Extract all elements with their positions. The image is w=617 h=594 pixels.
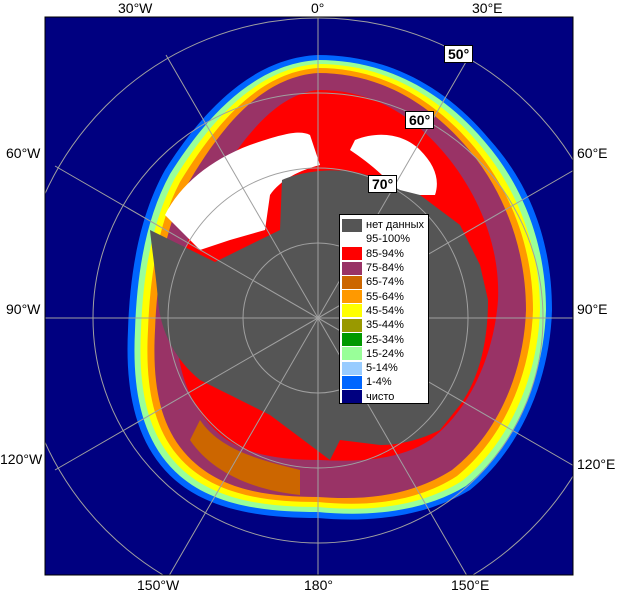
lon-label-120w: 120°W <box>0 451 43 467</box>
lat-label-50: 50° <box>444 45 474 63</box>
legend-swatch <box>342 390 362 404</box>
legend-item: 65-74% <box>342 275 426 289</box>
lon-label-90w: 90°W <box>6 301 41 317</box>
legend-item: 95-100% <box>342 232 426 246</box>
legend-label: 65-74% <box>366 276 404 289</box>
legend-item: нет данных <box>342 218 426 232</box>
legend-item: 1-4% <box>342 375 426 389</box>
lon-label-60w: 60°W <box>6 145 41 161</box>
legend-swatch <box>342 333 362 347</box>
legend-swatch <box>342 347 362 361</box>
lon-label-180: 180° <box>304 577 333 593</box>
legend-item: 15-24% <box>342 347 426 361</box>
legend-item: чисто <box>342 390 426 404</box>
lon-label-30e: 30°E <box>472 0 503 16</box>
legend-swatch <box>342 232 362 246</box>
lon-label-150e: 150°E <box>451 577 490 593</box>
legend-label: 55-64% <box>366 290 404 303</box>
lon-label-30w: 30°W <box>118 0 153 16</box>
legend-label: нет данных <box>366 219 425 232</box>
legend-item: 55-64% <box>342 289 426 304</box>
legend: нет данных 95-100% 85-94% 75-84% 65-74% 55-64… <box>339 214 429 404</box>
legend-label: 5-14% <box>366 362 398 375</box>
legend-item: 75-84% <box>342 261 426 275</box>
ice-zone-65-74-patch <box>190 420 300 495</box>
legend-label: 75-84% <box>366 262 404 275</box>
legend-swatch <box>342 304 362 318</box>
legend-item: 85-94% <box>342 247 426 261</box>
legend-item: 45-54% <box>342 304 426 318</box>
lat-label-60: 60° <box>405 111 435 129</box>
legend-label: чисто <box>366 390 395 403</box>
legend-item: 5-14% <box>342 361 426 375</box>
legend-swatch <box>342 290 362 304</box>
lon-label-90e: 90°E <box>577 301 608 317</box>
lon-label-0: 0° <box>311 0 325 16</box>
legend-label: 85-94% <box>366 247 404 260</box>
map-border <box>44 16 574 576</box>
lon-label-120e: 120°E <box>577 456 616 472</box>
legend-label: 95-100% <box>366 233 411 246</box>
legend-swatch <box>342 361 362 375</box>
legend-item: 35-44% <box>342 318 426 332</box>
legend-item: 25-34% <box>342 332 426 347</box>
legend-swatch <box>342 375 362 389</box>
legend-swatch <box>342 318 362 332</box>
legend-swatch <box>342 261 362 275</box>
legend-swatch <box>342 218 362 232</box>
lon-label-150w: 150°W <box>137 577 180 593</box>
legend-label: 35-44% <box>366 319 404 332</box>
legend-swatch <box>342 247 362 261</box>
legend-label: 45-54% <box>366 304 404 317</box>
lon-label-60e: 60°E <box>577 145 608 161</box>
legend-swatch <box>342 275 362 289</box>
legend-label: 1-4% <box>366 376 392 389</box>
lat-label-70: 70° <box>368 175 398 193</box>
legend-label: 15-24% <box>366 347 404 360</box>
legend-label: 25-34% <box>366 333 404 346</box>
